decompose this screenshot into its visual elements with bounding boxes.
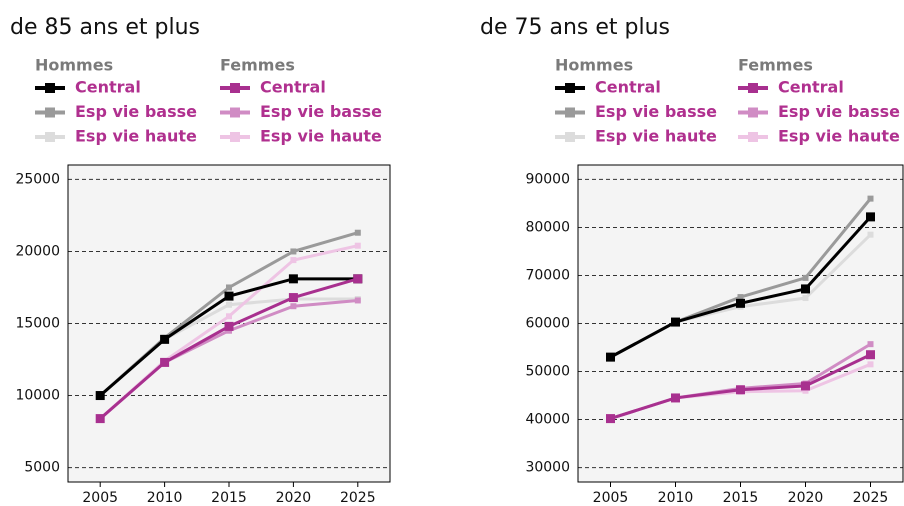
x-tick-label: 2010 — [658, 490, 694, 506]
legend-marker — [45, 132, 55, 142]
legend-marker — [230, 83, 240, 93]
legend-group: Hommes — [35, 56, 113, 75]
legend-group: Hommes — [555, 56, 633, 75]
y-tick-label: 5000 — [24, 460, 60, 476]
legend-marker — [230, 107, 240, 118]
marker — [224, 291, 234, 301]
plot-border — [67, 164, 391, 483]
legend-label: Central — [595, 78, 661, 97]
marker — [606, 352, 615, 362]
x-tick-label: 2015 — [211, 490, 247, 506]
marker — [288, 274, 298, 284]
legend-label: Central — [75, 78, 141, 97]
legend-label: Central — [778, 78, 844, 97]
marker — [354, 242, 361, 249]
marker — [671, 393, 680, 403]
legend-marker — [565, 132, 575, 142]
marker — [867, 195, 874, 202]
legend-label: Esp vie haute — [595, 127, 717, 146]
marker — [867, 361, 874, 368]
legend-marker — [45, 83, 55, 93]
marker — [353, 274, 363, 284]
marker — [290, 257, 297, 264]
marker — [867, 341, 874, 348]
marker — [867, 231, 874, 238]
x-tick-label: 2025 — [340, 490, 376, 506]
y-tick-label: 70000 — [525, 267, 570, 283]
x-tick-label: 2005 — [82, 490, 118, 506]
marker — [801, 381, 810, 391]
chart-title: de 75 ans et plus — [480, 15, 670, 40]
legend-marker — [565, 107, 575, 118]
marker — [866, 212, 875, 222]
marker — [802, 387, 809, 394]
legend-group: Femmes — [220, 56, 295, 75]
y-tick-label: 40000 — [525, 412, 570, 428]
legend-label: Esp vie haute — [260, 127, 382, 146]
marker — [736, 385, 745, 395]
marker — [226, 301, 232, 308]
legend-marker — [230, 132, 240, 142]
marker — [802, 295, 809, 302]
marker — [224, 321, 234, 331]
marker — [802, 274, 809, 281]
marker — [290, 303, 297, 310]
marker — [606, 414, 615, 424]
marker — [226, 313, 232, 320]
legend-label: Esp vie basse — [778, 102, 900, 121]
y-tick-label: 30000 — [525, 460, 570, 476]
y-tick-label: 50000 — [525, 364, 570, 380]
legend-marker — [748, 107, 758, 118]
marker — [801, 284, 810, 294]
marker — [226, 284, 232, 291]
legend-label: Esp vie haute — [75, 127, 197, 146]
legend-label: Esp vie basse — [595, 102, 717, 121]
marker — [95, 391, 105, 401]
legend-group: Femmes — [738, 56, 813, 75]
y-tick-label: 15000 — [15, 316, 60, 332]
x-tick-label: 2025 — [853, 490, 889, 506]
chart-title: de 85 ans et plus — [10, 15, 200, 40]
y-tick-label: 20000 — [15, 243, 60, 259]
marker — [671, 317, 680, 327]
y-tick-label: 80000 — [525, 219, 570, 235]
legend-label: Esp vie basse — [75, 102, 197, 121]
marker — [95, 414, 105, 424]
marker — [736, 298, 745, 308]
marker — [866, 350, 875, 360]
legend-label: Esp vie basse — [260, 102, 382, 121]
y-tick-label: 60000 — [525, 316, 570, 332]
x-tick-label: 2015 — [723, 490, 759, 506]
x-tick-label: 2010 — [147, 490, 183, 506]
marker — [737, 294, 744, 301]
plot-border — [577, 164, 904, 483]
marker — [354, 229, 361, 236]
marker — [354, 297, 361, 304]
marker — [288, 293, 298, 303]
legend-marker — [565, 83, 575, 93]
x-tick-label: 2005 — [593, 490, 629, 506]
legend-marker — [45, 107, 55, 118]
legend-label: Esp vie haute — [778, 127, 900, 146]
x-tick-label: 2020 — [788, 490, 824, 506]
x-tick-label: 2020 — [276, 490, 312, 506]
y-tick-label: 90000 — [525, 171, 570, 187]
marker — [160, 357, 170, 367]
legend-marker — [748, 83, 758, 93]
y-tick-label: 25000 — [15, 171, 60, 187]
y-tick-label: 10000 — [15, 388, 60, 404]
legend-label: Central — [260, 78, 326, 97]
marker — [290, 248, 297, 255]
legend-marker — [748, 132, 758, 142]
marker — [160, 334, 170, 344]
